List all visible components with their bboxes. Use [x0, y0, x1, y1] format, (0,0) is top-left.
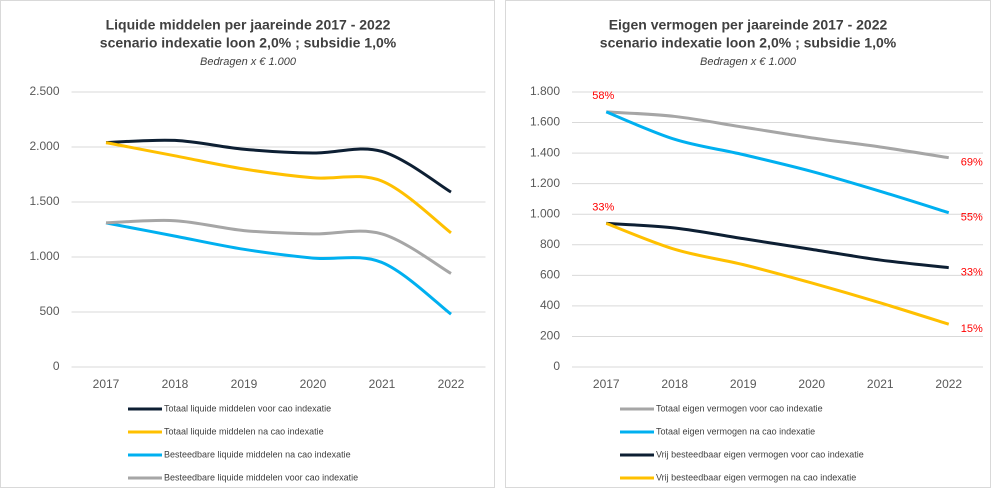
point-label: 69% [961, 157, 983, 169]
chart-title: Eigen vermogen per jaareinde 2017 - 2022 [609, 17, 888, 33]
series-line [606, 221, 949, 270]
y-tick-label: 800 [540, 237, 560, 251]
x-tick-label: 2017 [93, 377, 120, 391]
y-tick-label: 1.000 [29, 249, 59, 263]
x-tick-label: 2021 [369, 377, 396, 391]
legend-label: Besteedbare liquide middelen voor cao in… [164, 472, 358, 482]
point-label: 55% [961, 212, 983, 224]
y-tick-label: 1.200 [530, 176, 560, 190]
x-tick-label: 2020 [300, 377, 327, 391]
y-tick-label: 400 [540, 298, 560, 312]
chart-title: scenario indexatie loon 2,0% ; subsidie … [600, 35, 897, 51]
chart-subtitle: Bedragen x € 1.000 [700, 56, 797, 68]
series-line [605, 110, 950, 215]
x-tick-label: 2018 [162, 377, 189, 391]
legend-label: Besteedbare liquide middelen na cao inde… [164, 449, 351, 459]
point-label: 33% [592, 201, 614, 213]
x-tick-label: 2022 [935, 377, 962, 391]
legend-label: Vrij besteedbaar eigen vermogen na cao i… [656, 472, 856, 482]
legend-label: Totaal liquide middelen voor cao indexat… [164, 403, 331, 413]
point-label: 58% [592, 90, 614, 102]
x-tick-label: 2018 [661, 377, 688, 391]
x-tick-label: 2020 [798, 377, 825, 391]
point-label: 33% [961, 267, 983, 279]
chart-title: scenario indexatie loon 2,0% ; subsidie … [100, 35, 397, 51]
legend-label: Totaal eigen vermogen na cao indexatie [656, 426, 815, 436]
y-tick-label: 600 [540, 268, 560, 282]
x-tick-label: 2019 [730, 377, 757, 391]
series-line [105, 221, 452, 316]
panel-frame [0, 0, 495, 488]
y-tick-label: 200 [540, 329, 560, 343]
legend-label: Vrij besteedbaar eigen vermogen voor cao… [656, 449, 864, 459]
y-tick-label: 500 [39, 304, 59, 318]
y-tick-label: 2.000 [29, 139, 59, 153]
x-tick-label: 2019 [231, 377, 258, 391]
series-line [606, 110, 949, 160]
y-tick-label: 2.500 [29, 84, 59, 98]
panel-frame [505, 0, 991, 488]
legend-label: Totaal liquide middelen na cao indexatie [164, 426, 324, 436]
series-line [105, 138, 452, 194]
y-tick-label: 1.400 [530, 145, 560, 159]
legend-label: Totaal eigen vermogen voor cao indexatie [656, 403, 823, 413]
point-label: 15% [961, 323, 983, 335]
y-tick-label: 1.800 [530, 84, 560, 98]
x-tick-label: 2021 [867, 377, 894, 391]
series-line [605, 221, 950, 326]
y-tick-label: 0 [553, 359, 560, 373]
y-tick-label: 1.600 [530, 115, 560, 129]
x-tick-label: 2022 [438, 377, 465, 391]
y-tick-label: 0 [53, 359, 60, 373]
x-tick-label: 2017 [593, 377, 620, 391]
chart-title: Liquide middelen per jaareinde 2017 - 20… [106, 17, 391, 33]
y-tick-label: 1.500 [29, 194, 59, 208]
series-line [105, 218, 452, 275]
y-tick-label: 1.000 [530, 206, 560, 220]
chart-subtitle: Bedragen x € 1.000 [200, 56, 297, 68]
series-line [105, 141, 452, 234]
